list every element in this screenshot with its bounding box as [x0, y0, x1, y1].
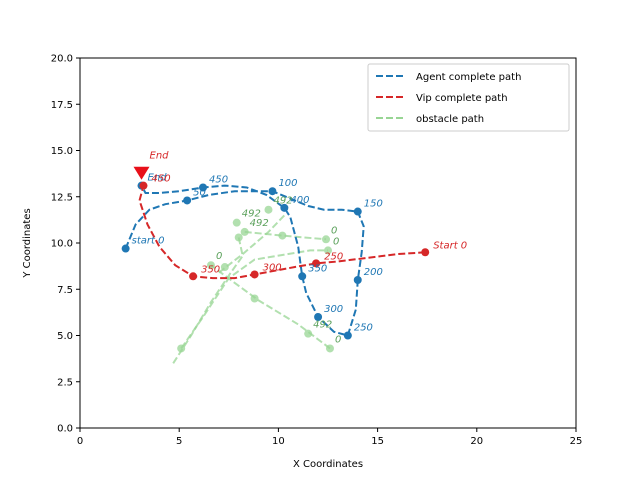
y-axis-label: Y Coordinates: [22, 208, 33, 278]
y-tick-label: 5.0: [57, 331, 73, 342]
vip-end-marker: [133, 166, 150, 180]
obstacle-point: [234, 233, 243, 242]
legend-box: [367, 63, 570, 132]
vip-point-label: 450: [151, 174, 170, 185]
y-tick-label: 10.0: [51, 239, 73, 250]
obstacle-point: [264, 205, 273, 214]
agent-point-label: 300: [324, 304, 343, 315]
agent-point: [280, 203, 289, 212]
vip-end-label: End: [150, 151, 170, 162]
obstacle-path-4: [172, 237, 244, 364]
agent-point: [121, 244, 130, 253]
y-tick-label: 2.5: [57, 377, 73, 388]
legend-vip-label: Vip complete path: [416, 93, 508, 104]
x-tick-label: 25: [570, 436, 583, 447]
y-tick-label: 12.5: [51, 192, 73, 203]
obstacle-point-label: 492: [273, 196, 292, 207]
y-tick-label: 20.0: [51, 54, 73, 65]
obstacle-point: [322, 235, 331, 244]
obstacle-point: [250, 294, 259, 303]
obstacle-point: [232, 218, 241, 227]
obstacle-point: [177, 344, 186, 353]
y-tick-label: 17.5: [51, 100, 73, 111]
obstacle-point-label: 0: [333, 236, 339, 247]
obstacle-point: [220, 263, 229, 272]
agent-point: [268, 187, 277, 196]
vip-point: [312, 259, 321, 268]
obstacle-point-label: 492: [242, 209, 261, 220]
x-tick-label: 0: [77, 436, 83, 447]
agent-point-label: 400: [290, 195, 309, 206]
agent-point: [353, 276, 362, 284]
obstacle-point: [278, 231, 287, 240]
obstacle-point-label: 0: [335, 334, 341, 345]
x-tick-label: 5: [176, 436, 182, 447]
y-tick-label: 0.0: [57, 424, 73, 435]
agent-point: [199, 183, 208, 192]
x-axis-label: X Coordinates: [293, 459, 363, 470]
vip-point: [421, 248, 430, 257]
agent-point-label: 350: [308, 263, 327, 274]
agent-point: [343, 331, 352, 340]
agent-point-label: 150: [364, 199, 383, 210]
vip-point-label: 250: [324, 251, 343, 262]
agent-point-label: 100: [278, 178, 297, 189]
agent-point-label: 200: [364, 267, 383, 278]
markers-layer: [121, 166, 430, 353]
obstacle-point: [206, 261, 215, 270]
x-tick-label: 20: [470, 436, 483, 447]
y-tick-label: 7.5: [57, 285, 73, 296]
agent-point: [314, 313, 323, 321]
legend-obstacle-label: obstacle path: [416, 114, 484, 125]
x-ticks: 0 5 10 15 20 25: [77, 428, 583, 447]
obstacle-point-label: 0: [331, 225, 337, 236]
agent-point: [298, 272, 307, 281]
vip-point-label: 300: [263, 262, 282, 273]
obstacle-path-2: [180, 249, 328, 349]
obstacle-point-label: 0: [216, 251, 222, 262]
obstacle-point: [324, 246, 332, 255]
agent-point: [183, 196, 192, 205]
vip-point: [139, 181, 148, 190]
obstacle-path-1: [218, 214, 286, 274]
x-tick-label: 15: [371, 436, 384, 447]
vip-point: [250, 270, 259, 279]
agent-point-label: End: [148, 173, 168, 184]
x-tick-label: 10: [272, 436, 285, 447]
agent-path-line: [124, 184, 365, 337]
obstacle-point: [240, 227, 249, 236]
obstacle-point: [304, 329, 313, 338]
obstacle-point: [325, 344, 334, 353]
agent-point: [353, 207, 362, 216]
y-tick-label: 15.0: [51, 146, 73, 157]
legend-agent-label: Agent complete path: [416, 72, 521, 83]
y-ticks: 0.0 2.5 5.0 7.5 10.0 12.5 15.0 17.5 20.0: [51, 54, 80, 435]
legend: Agent complete path Vip complete path ob…: [367, 63, 570, 132]
obstacle-point-label: 492: [313, 320, 332, 331]
agent-point-label: 250: [354, 323, 373, 334]
vip-point-label: 350: [201, 264, 220, 275]
obstacle-path-3: [244, 230, 327, 241]
obstacle-point-label: 492: [250, 218, 269, 229]
agent-point-label: 50: [193, 187, 206, 198]
agent-point-label: start 0: [132, 236, 165, 247]
vip-point: [189, 272, 198, 281]
vip-point-label: Start 0: [433, 240, 467, 251]
vip-path-line: [138, 185, 426, 280]
agent-point-label: 450: [209, 175, 228, 186]
